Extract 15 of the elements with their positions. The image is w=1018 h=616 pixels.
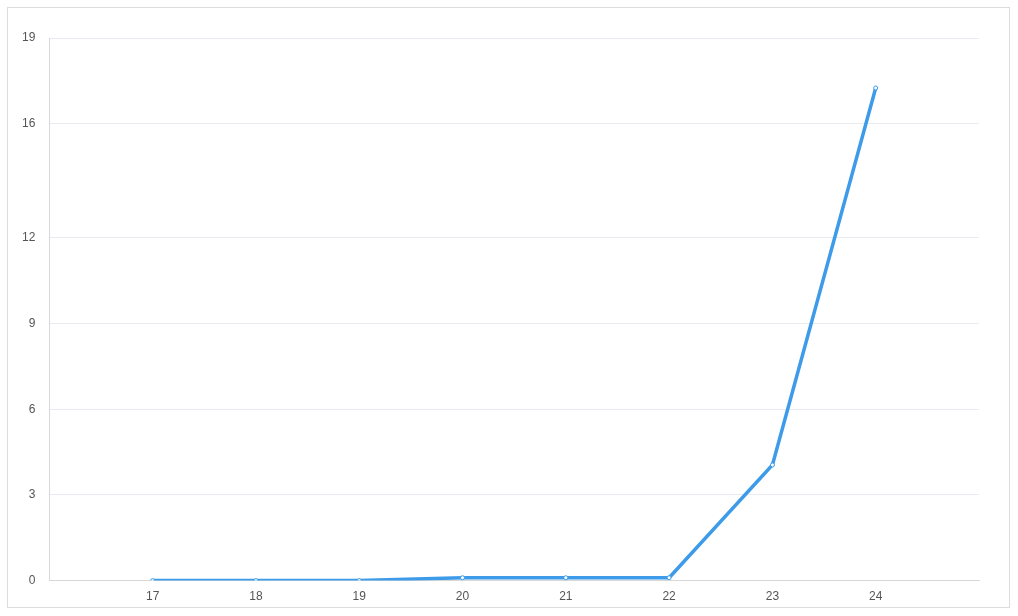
- y-tick-label: 3: [28, 487, 36, 502]
- x-tick-label: 17: [145, 589, 160, 604]
- x-tick-label: 18: [249, 589, 263, 604]
- x-tick-label: 24: [869, 589, 883, 604]
- y-tick-label: 0: [28, 572, 36, 587]
- x-tick-label: 22: [662, 589, 677, 604]
- x-tick-label: 19: [352, 589, 367, 604]
- x-tick-label: 20: [455, 589, 470, 604]
- x-tick-label: 23: [765, 589, 780, 604]
- y-tick-label: 9: [28, 315, 36, 330]
- y-tick-label: 19: [21, 30, 36, 45]
- x-tick-label: 21: [559, 589, 573, 604]
- y-tick-label: 12: [21, 230, 36, 245]
- y-tick-label: 16: [21, 115, 36, 130]
- y-tick-label: 6: [28, 401, 36, 416]
